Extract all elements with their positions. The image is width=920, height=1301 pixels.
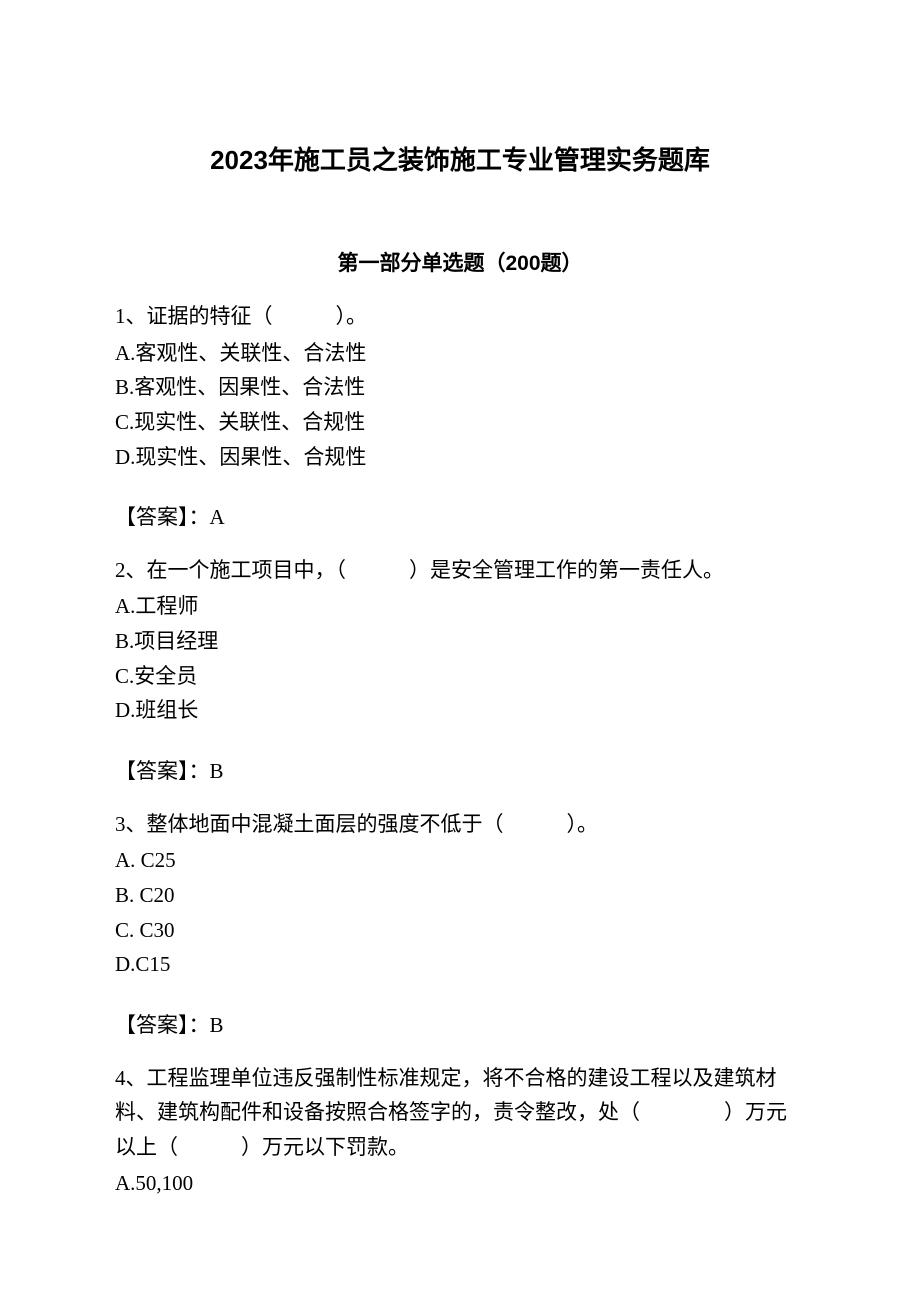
option-a: A.50,100 bbox=[115, 1166, 805, 1201]
question-block-1: 1、证据的特征（ ）。 A.客观性、关联性、合法性 B.客观性、因果性、合法性 … bbox=[115, 299, 805, 535]
option-b: B.项目经理 bbox=[115, 624, 805, 659]
document-title: 2023年施工员之装饰施工专业管理实务题库 bbox=[115, 140, 805, 177]
question-text: 4、工程监理单位违反强制性标准规定，将不合格的建设工程以及建筑材料、建筑构配件和… bbox=[115, 1061, 805, 1165]
question-block-4: 4、工程监理单位违反强制性标准规定，将不合格的建设工程以及建筑材料、建筑构配件和… bbox=[115, 1061, 805, 1202]
option-a: A.工程师 bbox=[115, 589, 805, 624]
section-header: 第一部分单选题（200题） bbox=[115, 247, 805, 277]
option-a: A.客观性、关联性、合法性 bbox=[115, 336, 805, 371]
question-block-3: 3、整体地面中混凝土面层的强度不低于（ ）。 A. C25 B. C20 C. … bbox=[115, 807, 805, 1043]
option-b: B.客观性、因果性、合法性 bbox=[115, 370, 805, 405]
question-text: 1、证据的特征（ ）。 bbox=[115, 299, 805, 334]
answer-text: 【答案】：B bbox=[115, 1008, 805, 1043]
answer-text: 【答案】：A bbox=[115, 500, 805, 535]
option-d: D.现实性、因果性、合规性 bbox=[115, 440, 805, 475]
question-text: 2、在一个施工项目中，（ ）是安全管理工作的第一责任人。 bbox=[115, 553, 805, 588]
option-c: C.现实性、关联性、合规性 bbox=[115, 405, 805, 440]
option-c: C.安全员 bbox=[115, 659, 805, 694]
option-d: D.C15 bbox=[115, 947, 805, 982]
option-b: B. C20 bbox=[115, 878, 805, 913]
question-text: 3、整体地面中混凝土面层的强度不低于（ ）。 bbox=[115, 807, 805, 842]
option-d: D.班组长 bbox=[115, 693, 805, 728]
option-c: C. C30 bbox=[115, 913, 805, 948]
answer-text: 【答案】：B bbox=[115, 754, 805, 789]
option-a: A. C25 bbox=[115, 843, 805, 878]
question-block-2: 2、在一个施工项目中，（ ）是安全管理工作的第一责任人。 A.工程师 B.项目经… bbox=[115, 553, 805, 789]
